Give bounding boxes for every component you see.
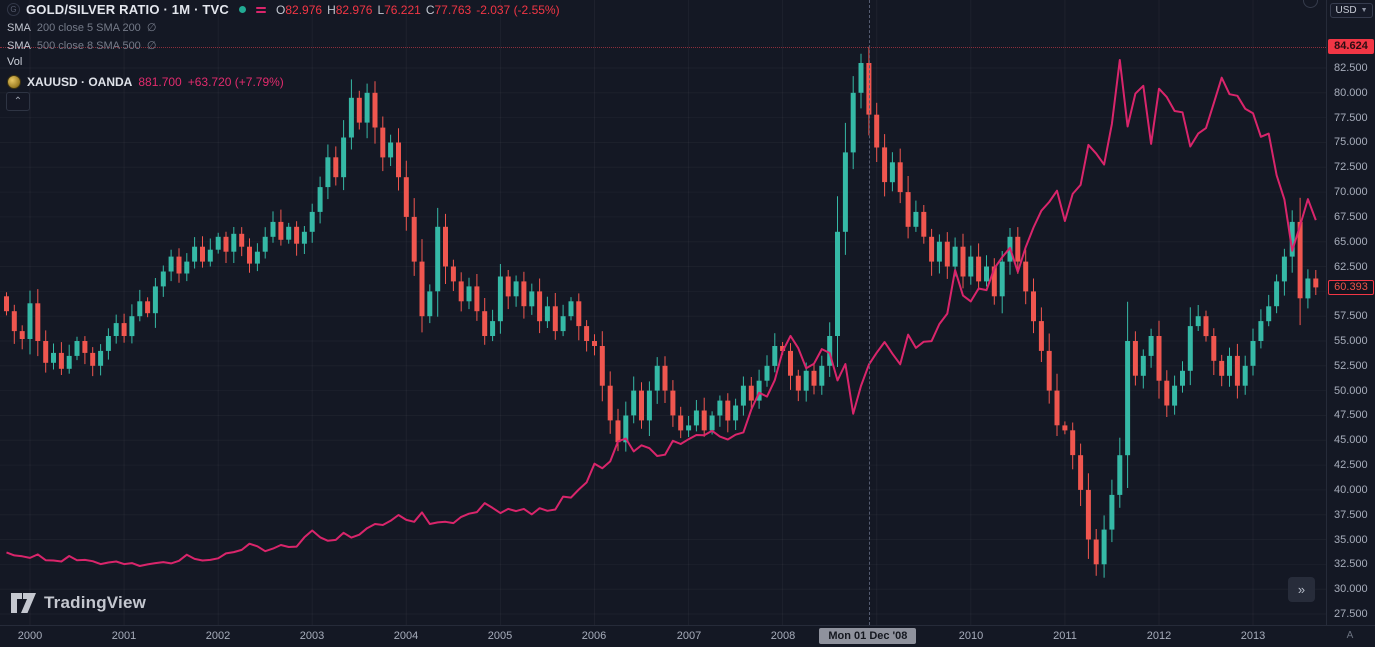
time-axis-year-label: 2001 bbox=[111, 630, 137, 642]
tradingview-logo[interactable]: TradingView bbox=[10, 592, 146, 614]
price-tick-label: 42.500 bbox=[1334, 459, 1368, 471]
crosshair-date-tooltip: Mon 01 Dec '08 bbox=[819, 628, 917, 644]
change-value: -2.037 (-2.55%) bbox=[476, 2, 560, 17]
price-tick-label: 30.000 bbox=[1334, 583, 1368, 595]
price-tick-label: 77.500 bbox=[1334, 112, 1368, 124]
gold-coin-icon bbox=[7, 75, 21, 89]
chart-pane[interactable]: G GOLD/SILVER RATIO · 1M · TVC O82.976 H… bbox=[0, 0, 1326, 625]
overlay-value: 881.700 bbox=[138, 75, 182, 89]
currency-selector[interactable]: USD ▼ bbox=[1330, 3, 1373, 18]
price-tick-label: 70.000 bbox=[1334, 186, 1368, 198]
overlay-symbol: XAUUSD · OANDA bbox=[27, 75, 133, 89]
market-open-icon bbox=[239, 6, 247, 13]
price-tick-label: 52.500 bbox=[1334, 360, 1368, 372]
price-tick-label: 82.500 bbox=[1334, 62, 1368, 74]
indicator-row-sma200[interactable]: SMA 200 close 5 SMA 200 ∅ bbox=[7, 21, 157, 35]
tradingview-logomark bbox=[11, 593, 36, 613]
time-axis-year-label: 2005 bbox=[487, 630, 513, 642]
price-tick-label: 32.500 bbox=[1334, 558, 1368, 570]
price-tick-label: 35.000 bbox=[1334, 534, 1368, 546]
price-scale[interactable]: USD ▼ 82.500 80.000 77.500 75.000 72.500 70.0… bbox=[1326, 0, 1375, 625]
low-value: 76.221 bbox=[384, 2, 421, 17]
close-value: 77.763 bbox=[434, 2, 472, 17]
expand-toolbar-button[interactable]: » bbox=[1288, 577, 1315, 602]
price-tick-label: 55.000 bbox=[1334, 335, 1368, 347]
symbol-title: GOLD/SILVER RATIO · 1M · TVC bbox=[26, 2, 230, 17]
price-tick-label: 45.000 bbox=[1334, 434, 1368, 446]
legend-collapse-button[interactable]: ⌃ bbox=[6, 92, 30, 111]
indicator-row-volume[interactable]: Vol bbox=[7, 56, 23, 68]
time-axis-year-label: 2006 bbox=[581, 630, 607, 642]
indicator-row-sma500[interactable]: SMA 500 close 8 SMA 500 ∅ bbox=[7, 39, 157, 53]
price-tick-label: 62.500 bbox=[1334, 261, 1368, 273]
price-tick-label: 40.000 bbox=[1334, 484, 1368, 496]
overlay-change: +63.720 (+7.79%) bbox=[187, 75, 284, 89]
overlay-symbol-row[interactable]: XAUUSD · OANDA 881.700 +63.720 (+7.79%) bbox=[7, 75, 284, 89]
indicator-menu-icon[interactable] bbox=[256, 6, 267, 13]
ohlc-values: O82.976 H82.976 L76.221 C77.763 -2.037 (… bbox=[276, 2, 560, 17]
price-tick-label: 67.500 bbox=[1334, 211, 1368, 223]
price-tick-label: 57.500 bbox=[1334, 310, 1368, 322]
time-axis-year-label: 2000 bbox=[17, 630, 43, 642]
source-icon: G bbox=[7, 3, 20, 16]
price-tick-label: 72.500 bbox=[1334, 161, 1368, 173]
last-price-badge: 84.624 bbox=[1328, 39, 1374, 54]
time-axis-year-label: 2012 bbox=[1146, 630, 1172, 642]
price-tick-label: 75.000 bbox=[1334, 136, 1368, 148]
price-tick-label: 50.000 bbox=[1334, 385, 1368, 397]
price-tick-label: 37.500 bbox=[1334, 509, 1368, 521]
indicator-status-icon: ∅ bbox=[146, 22, 157, 34]
crosshair-vertical-line bbox=[868, 0, 870, 625]
time-axis-year-label: 2002 bbox=[205, 630, 231, 642]
time-axis-year-label: 2010 bbox=[958, 630, 984, 642]
chevron-down-icon: ▼ bbox=[1360, 7, 1368, 14]
time-axis-year-label: 2008 bbox=[770, 630, 796, 642]
time-scale[interactable]: 2000 2001 2002 2003 2004 2005 2006 2007 2008 2010… bbox=[0, 625, 1375, 647]
candlestick-chart bbox=[4, 0, 1319, 625]
indicator-status-icon: ∅ bbox=[146, 40, 157, 52]
time-axis-year-label: 2004 bbox=[393, 630, 419, 642]
price-tick-label: 65.000 bbox=[1334, 236, 1368, 248]
crosshair-price-badge: 60.393 bbox=[1328, 280, 1374, 295]
symbol-legend-row[interactable]: G GOLD/SILVER RATIO · 1M · TVC O82.976 H… bbox=[7, 2, 560, 17]
time-axis-year-label: 2007 bbox=[676, 630, 702, 642]
last-price-line bbox=[0, 47, 1326, 48]
price-tick-label: 47.500 bbox=[1334, 409, 1368, 421]
price-tick-label: 80.000 bbox=[1334, 87, 1368, 99]
auto-scale-button[interactable]: A bbox=[1346, 630, 1354, 641]
price-tick-label: 27.500 bbox=[1334, 608, 1368, 620]
open-value: 82.976 bbox=[285, 2, 323, 17]
time-axis-year-label: 2011 bbox=[1053, 630, 1077, 642]
time-axis-year-label: 2013 bbox=[1240, 630, 1266, 642]
time-axis-year-label: 2003 bbox=[299, 630, 325, 642]
high-value: 82.976 bbox=[335, 2, 373, 17]
